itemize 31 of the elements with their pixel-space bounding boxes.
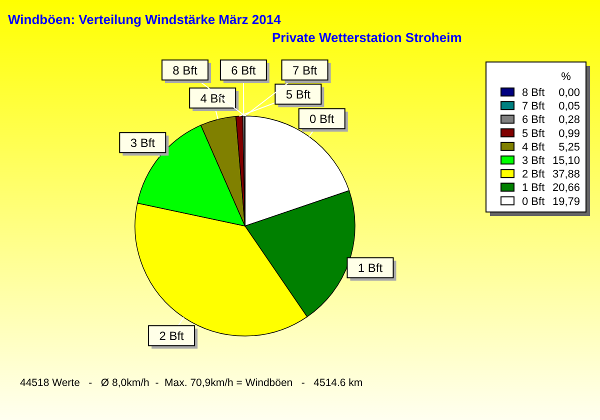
legend-label: 1 Bft [522,182,545,194]
chart-title: Windböen: Verteilung Windstärke März 2014 [8,12,282,27]
legend-title: % [561,71,572,83]
legend-label: 7 Bft [522,100,545,113]
data-label: 5,25 [558,141,580,154]
legend-label: 8 Bft [522,87,545,99]
data-label: 0,28 [558,114,580,126]
data-label: 0,05 [558,100,580,113]
legend-label: 2 Bft [522,168,545,181]
chart-subtitle: Private Wetterstation Stroheim [272,30,462,45]
slice-label: 7 Bft [292,64,318,78]
slice-label: 3 Bft [130,136,156,150]
legend-label: 6 Bft [522,114,545,126]
text: 44518 Werte - Ø 8,0km/h - Max. 70,9km/h = Windböen - 4514.6 km [20,377,363,389]
data-label: 0,99 [558,128,580,140]
slice-label: 0 Bft [310,112,335,126]
data-label: 15,10 [552,155,580,167]
legend-label: 5 Bft [522,128,545,140]
category-label: 8 Bft [172,64,198,78]
slice-label: 5 Bft [286,88,312,102]
legend-label: 0 Bft [522,196,545,208]
slice-label: 1 Bft [358,261,384,276]
data-label: 19,79 [552,196,580,208]
text: 0,00 [558,87,580,99]
slice-label: 2 Bft [159,329,185,344]
slice-label: 4 Bft [200,92,226,106]
legend-label: 3 Bft [522,155,545,167]
data-label: 20,66 [552,182,580,194]
legend-label: 4 Bft [522,141,545,154]
slice-label: 6 Bft [231,64,256,78]
data-label: 37,88 [552,168,580,181]
